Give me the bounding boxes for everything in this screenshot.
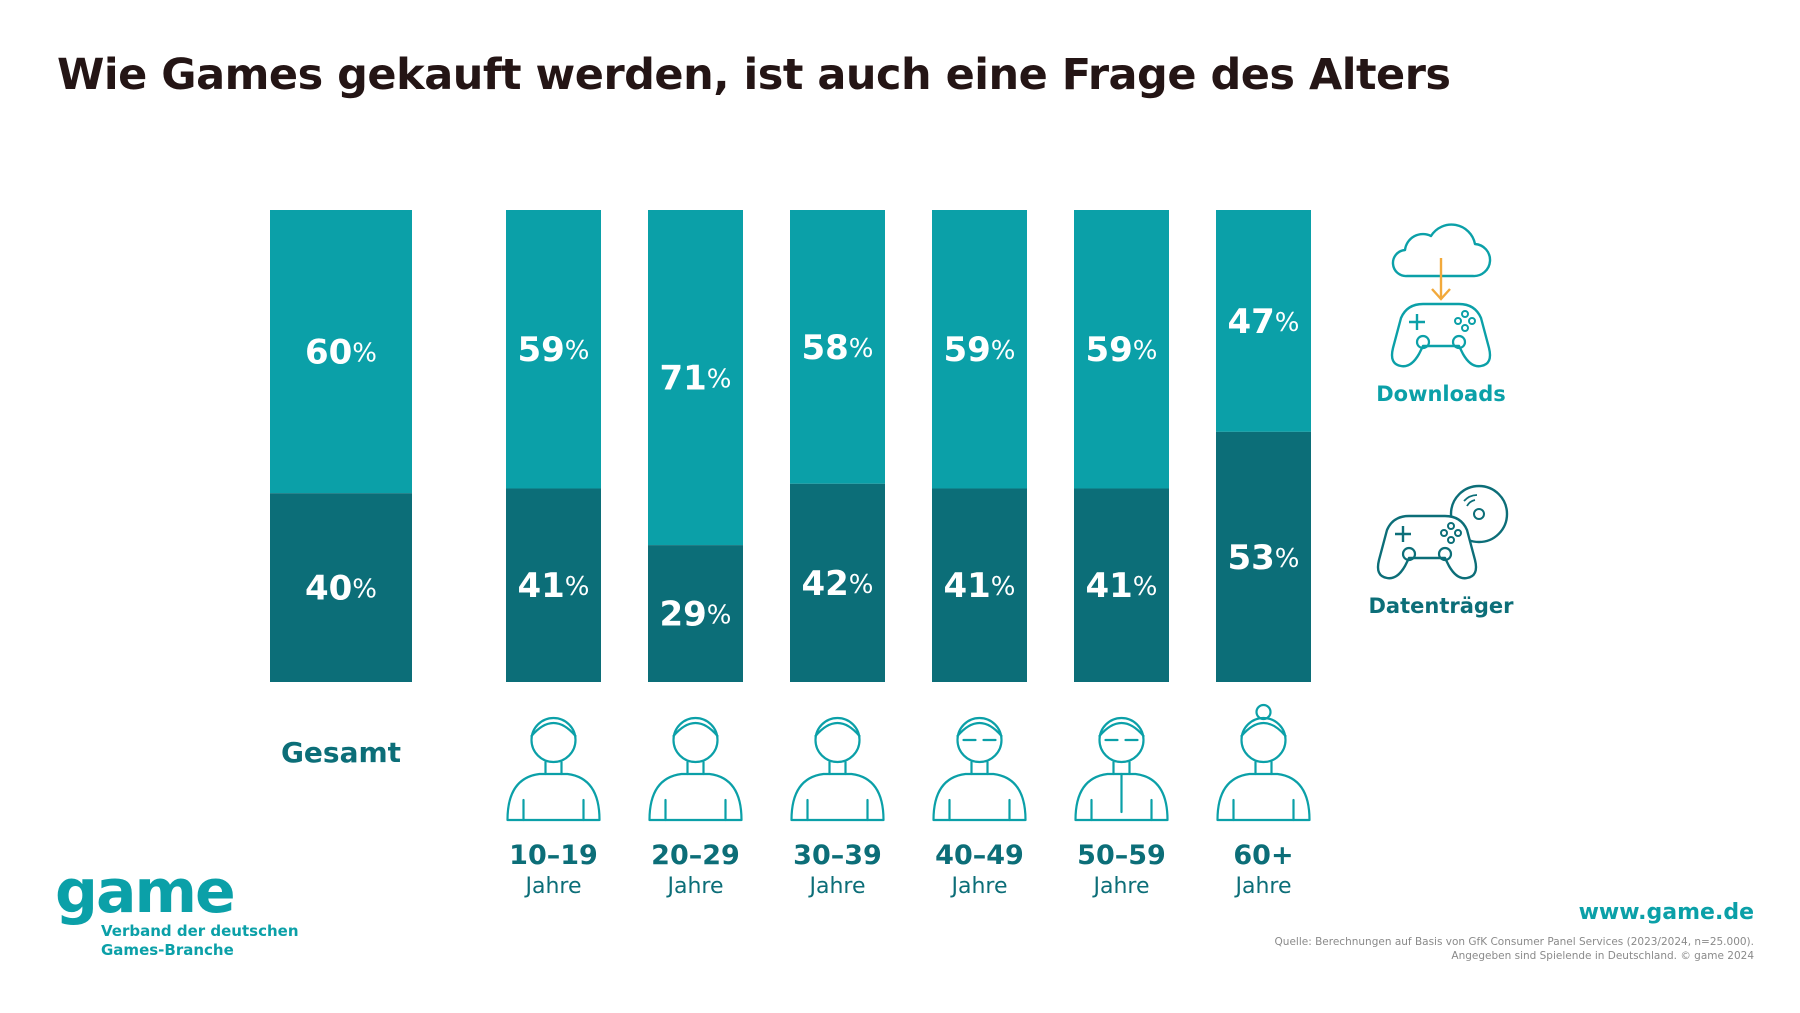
logo-wordmark: game: [55, 857, 236, 927]
age-unit-label: Jahre: [665, 874, 723, 899]
legend-downloads: Downloads: [1351, 222, 1531, 406]
logo-subtitle-line-2: Games-Branche: [101, 941, 234, 959]
data-label-downloads: 59%: [517, 330, 589, 370]
data-label-datentraeger: 40%: [305, 568, 377, 608]
data-label-downloads: 59%: [1085, 330, 1157, 370]
bar-downloads: [648, 210, 743, 546]
logo-subtitle-line-1: Verband der deutschen: [101, 922, 299, 940]
bar-downloads: [1216, 210, 1311, 432]
legend-label-datentraeger: Datenträger: [1368, 594, 1514, 618]
legend-label-downloads: Downloads: [1376, 382, 1506, 406]
bar-datentraeger: [1216, 431, 1311, 682]
age-unit-label: Jahre: [1091, 874, 1149, 899]
website-link[interactable]: www.game.de: [1578, 900, 1754, 925]
data-label-datentraeger: 29%: [659, 594, 731, 634]
game-logo: game Verband der deutschen Games-Branche: [55, 862, 299, 960]
bar-downloads: [790, 210, 885, 484]
older-man-icon: [1074, 716, 1169, 822]
bar-downloads: [932, 210, 1027, 489]
page-title: Wie Games gekauft werden, ist auch eine …: [57, 50, 1451, 100]
woman-icon: [790, 716, 885, 822]
data-label-downloads: 60%: [305, 332, 377, 372]
data-label-datentraeger: 42%: [801, 563, 873, 603]
age-range-label: 20–29: [651, 840, 740, 871]
source-line-2: Angegeben sind Spielende in Deutschland.…: [1451, 950, 1754, 962]
bar-datentraeger: [506, 488, 601, 682]
age-unit-label: Jahre: [1233, 874, 1291, 899]
bar-datentraeger: [790, 483, 885, 682]
cloud-download-controller-icon: [1390, 223, 1492, 368]
data-label-datentraeger: 53%: [1227, 537, 1299, 577]
young-man-icon: [648, 716, 743, 822]
senior-woman-icon: [1216, 703, 1311, 822]
legend-datentraeger: Datenträger: [1351, 484, 1531, 618]
bar-datentraeger: [932, 488, 1027, 682]
data-label-datentraeger: 41%: [943, 566, 1015, 606]
bar-datentraeger: [648, 545, 743, 682]
bar-datentraeger: [270, 493, 412, 682]
disc-controller-icon: [1376, 484, 1509, 580]
age-unit-label: Jahre: [523, 874, 581, 899]
age-range-label: 50–59: [1077, 840, 1166, 871]
stacked-bar-chart: 60% 40% Gesamt 59% 41% 10–19 Jahre 71% 29% 20–29 J…: [270, 210, 1311, 899]
data-label-datentraeger: 41%: [1085, 566, 1157, 606]
source-line-1: Quelle: Berechnungen auf Basis von GfK C…: [1274, 936, 1754, 948]
data-label-downloads: 58%: [801, 327, 873, 367]
age-range-label: 40–49: [935, 840, 1024, 871]
category-label: Gesamt: [281, 736, 401, 769]
bar-downloads: [1074, 210, 1169, 489]
data-label-downloads: 59%: [943, 330, 1015, 370]
data-label-downloads: 47%: [1227, 301, 1299, 341]
data-label-downloads: 71%: [659, 358, 731, 398]
bar-downloads: [506, 210, 601, 489]
bar-datentraeger: [1074, 488, 1169, 682]
age-range-label: 10–19: [509, 840, 598, 871]
age-unit-label: Jahre: [807, 874, 865, 899]
age-range-label: 60+: [1233, 840, 1293, 871]
teen-girl-icon: [506, 716, 601, 822]
man-with-glasses-icon: [932, 716, 1027, 822]
source-note: Quelle: Berechnungen auf Basis von GfK C…: [1275, 935, 1754, 963]
age-range-label: 30–39: [793, 840, 882, 871]
data-label-datentraeger: 41%: [517, 566, 589, 606]
age-unit-label: Jahre: [949, 874, 1007, 899]
bar-downloads: [270, 210, 412, 494]
